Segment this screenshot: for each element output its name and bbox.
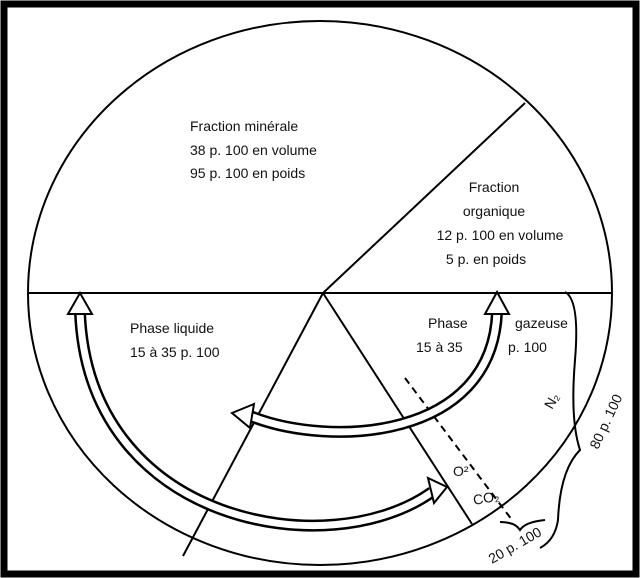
label: Phase [428, 315, 468, 331]
label: O² [453, 463, 469, 479]
label: 95 p. 100 en poids [190, 165, 305, 181]
divider [322, 102, 526, 294]
divider [182, 292, 324, 557]
label: organique [463, 203, 525, 219]
label: 12 p. 100 en volume [437, 227, 564, 243]
label: CO₂ [472, 488, 501, 508]
label: N₂ [541, 390, 563, 411]
outer-arrow [66, 290, 449, 532]
dashed-divider [404, 377, 513, 521]
divider [322, 292, 473, 525]
label: p. 100 [508, 339, 547, 355]
label: 5 p. en poids [446, 251, 526, 267]
label: Phase liquide [130, 320, 214, 336]
label: Fraction [469, 179, 520, 195]
label: 38 p. 100 en volume [190, 142, 317, 158]
label: 15 à 35 p. 100 [130, 344, 220, 360]
brace [499, 519, 546, 532]
label: 15 à 35 [416, 339, 463, 355]
brace [539, 291, 582, 549]
inner-arrow [230, 289, 511, 438]
label: Fraction minérale [190, 118, 298, 134]
label: gazeuse [515, 315, 568, 331]
